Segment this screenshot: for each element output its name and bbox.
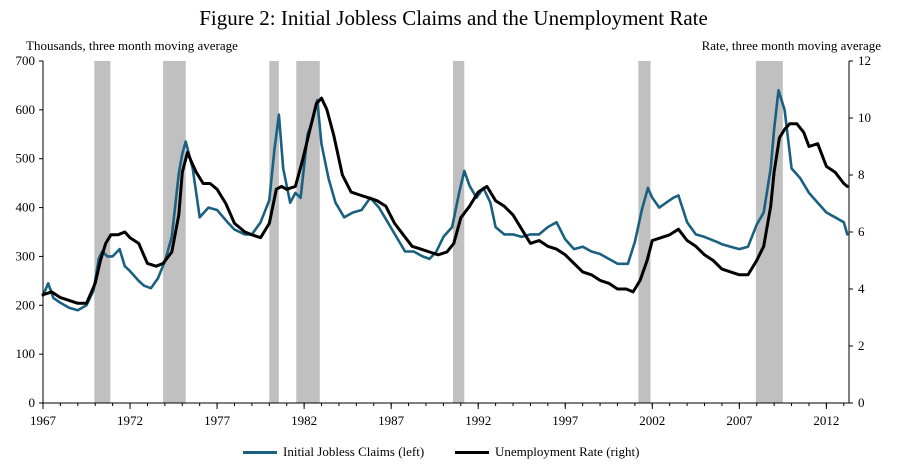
x-tick-label: 1982 xyxy=(291,413,317,428)
y-left-tick-label: 0 xyxy=(29,395,36,410)
series-layer xyxy=(41,89,849,312)
y-right-tick-label: 4 xyxy=(858,281,865,296)
y-right-tick-label: 6 xyxy=(858,224,865,239)
legend-item-unemployment: Unemployment Rate (right) xyxy=(455,444,639,460)
x-tick-label: 2002 xyxy=(639,413,665,428)
legend-swatch-unemployment xyxy=(455,450,489,454)
y-left-tick-label: 300 xyxy=(16,248,36,263)
x-tick-label: 1987 xyxy=(378,413,405,428)
recession-layer xyxy=(94,61,783,403)
x-tick-label: 1977 xyxy=(204,413,231,428)
tick-layer: 0 100 200 300 400 500 600 700 0 2 4 6 8 10 12 1967 1972 1… xyxy=(16,53,872,428)
x-tick-label: 1972 xyxy=(117,413,143,428)
x-tick-label: 1992 xyxy=(465,413,491,428)
recession-band-5 xyxy=(638,61,651,403)
legend-label-unemployment: Unemployment Rate (right) xyxy=(495,444,640,459)
y-left-tick-label: 100 xyxy=(16,346,36,361)
x-tick-label: 1967 xyxy=(30,413,57,428)
recession-band-2 xyxy=(269,61,279,403)
y-right-tick-label: 12 xyxy=(858,53,871,68)
x-tick-label: 2007 xyxy=(726,413,753,428)
x-tick-label: 1997 xyxy=(552,413,579,428)
series-line-unemployment xyxy=(41,96,849,305)
y-right-tick-label: 10 xyxy=(858,110,871,125)
legend-swatch-claims xyxy=(243,450,277,454)
legend-label-claims: Initial Jobless Claims (left) xyxy=(283,444,425,459)
x-tick-label: 2012 xyxy=(813,413,839,428)
recession-band-6 xyxy=(755,61,783,403)
series-line-claims xyxy=(41,89,849,312)
y-left-tick-label: 500 xyxy=(16,151,36,166)
y-right-tick-label: 2 xyxy=(858,338,865,353)
y-left-tick-label: 400 xyxy=(16,200,36,215)
recession-band-0 xyxy=(94,61,111,403)
y-left-tick-label: 600 xyxy=(16,102,36,117)
recession-band-4 xyxy=(452,61,465,403)
right-axis-label: Rate, three month moving average xyxy=(701,38,881,53)
left-axis-label: Thousands, three month moving average xyxy=(26,38,238,53)
y-left-tick-label: 200 xyxy=(16,297,36,312)
y-left-tick-label: 700 xyxy=(16,53,36,68)
recession-band-3 xyxy=(296,61,320,403)
y-right-tick-label: 8 xyxy=(858,167,865,182)
y-right-tick-label: 0 xyxy=(858,395,865,410)
chart-title: Figure 2: Initial Jobless Claims and the… xyxy=(199,6,708,30)
legend-item-claims: Initial Jobless Claims (left) xyxy=(243,444,424,460)
